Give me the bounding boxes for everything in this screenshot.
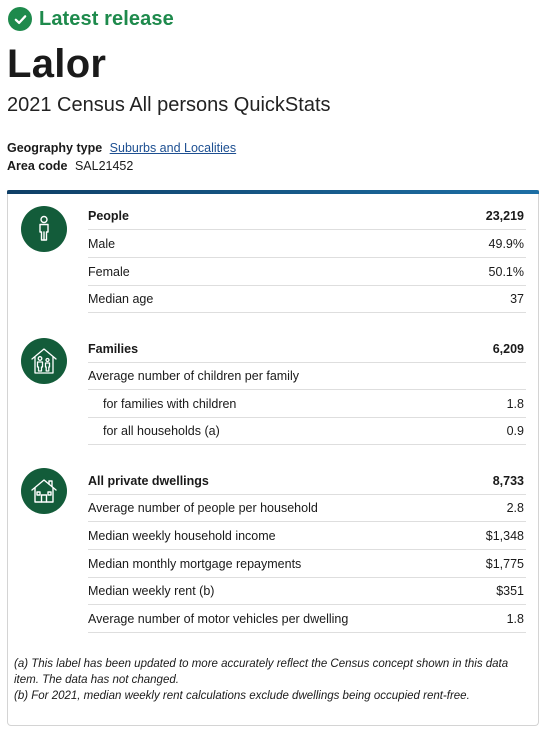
area-code-value: SAL21452 <box>74 159 134 173</box>
children-per-family-row: Average number of children per family <box>88 363 526 390</box>
household-income-value: $1,348 <box>485 529 524 543</box>
dwellings-label: All private dwellings <box>88 474 209 488</box>
latest-release-label: Latest release <box>39 7 174 30</box>
motor-vehicles-value: 1.8 <box>506 612 524 626</box>
card-accent-bar <box>7 190 539 194</box>
families-with-children-label: for families with children <box>103 397 237 411</box>
families-row: Families 6,209 <box>88 336 526 363</box>
all-households-value: 0.9 <box>506 424 524 438</box>
latest-release-status: Latest release <box>8 6 174 32</box>
people-label: People <box>88 209 129 223</box>
household-income-row: Median weekly household income $1,348 <box>88 523 526 550</box>
footnotes: (a) This label has been updated to more … <box>14 656 524 704</box>
people-row: People 23,219 <box>88 203 526 230</box>
weekly-rent-row: Median weekly rent (b) $351 <box>88 578 526 605</box>
motor-vehicles-row: Average number of motor vehicles per dwe… <box>88 606 526 633</box>
median-age-row: Median age 37 <box>88 286 526 313</box>
median-age-value: 37 <box>510 292 524 306</box>
people-per-household-label: Average number of people per household <box>88 501 318 515</box>
quickstats-card: People 23,219 Male 49.9% Female 50.1% Me… <box>7 190 539 726</box>
female-value: 50.1% <box>488 265 524 279</box>
weekly-rent-value: $351 <box>496 584 524 598</box>
all-households-row: for all households (a) 0.9 <box>88 418 526 445</box>
footnote-a: (a) This label has been updated to more … <box>14 658 509 686</box>
families-with-children-row: for families with children 1.8 <box>88 391 526 418</box>
area-code-label: Area code <box>7 159 68 173</box>
footnote-b: (b) For 2021, median weekly rent calcula… <box>14 690 470 702</box>
geography-type: Geography type Suburbs and Localities <box>7 141 236 155</box>
page-subtitle: 2021 Census All persons QuickStats <box>7 94 331 116</box>
dwellings-value: 8,733 <box>492 474 524 488</box>
house-icon <box>21 468 67 514</box>
all-households-label: for all households (a) <box>103 424 220 438</box>
children-per-family-label: Average number of children per family <box>88 369 299 383</box>
weekly-rent-label: Median weekly rent (b) <box>88 584 215 598</box>
people-per-household-value: 2.8 <box>506 501 524 515</box>
household-income-label: Median weekly household income <box>88 529 276 543</box>
person-icon <box>21 206 67 252</box>
families-label: Families <box>88 342 139 356</box>
geography-type-label: Geography type <box>7 141 103 155</box>
female-row: Female 50.1% <box>88 259 526 286</box>
dwellings-row: All private dwellings 8,733 <box>88 468 526 495</box>
area-code: Area code SAL21452 <box>7 159 133 173</box>
geography-type-link[interactable]: Suburbs and Localities <box>109 141 237 155</box>
mortgage-repayments-label: Median monthly mortgage repayments <box>88 557 302 571</box>
people-value: 23,219 <box>485 209 524 223</box>
mortgage-repayments-value: $1,775 <box>485 557 524 571</box>
families-value: 6,209 <box>492 342 524 356</box>
motor-vehicles-label: Average number of motor vehicles per dwe… <box>88 612 349 626</box>
female-label: Female <box>88 265 130 279</box>
median-age-label: Median age <box>88 292 154 306</box>
mortgage-repayments-row: Median monthly mortgage repayments $1,77… <box>88 551 526 578</box>
male-label: Male <box>88 237 116 251</box>
check-circle-icon <box>8 7 32 31</box>
page-title: Lalor <box>7 42 107 86</box>
male-value: 49.9% <box>488 237 524 251</box>
people-per-household-row: Average number of people per household 2… <box>88 495 526 522</box>
family-home-icon <box>21 338 67 384</box>
families-with-children-value: 1.8 <box>506 397 524 411</box>
male-row: Male 49.9% <box>88 231 526 258</box>
